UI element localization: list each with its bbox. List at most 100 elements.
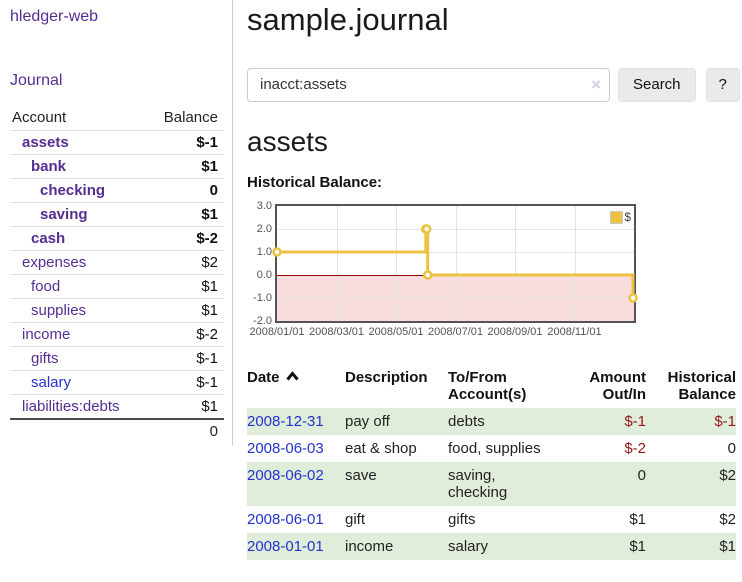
- search-input[interactable]: [247, 67, 610, 102]
- y-axis-tick-label: -1.0: [253, 292, 272, 305]
- x-axis-tick-label: 2008/11/01: [547, 326, 602, 339]
- account-link[interactable]: food: [31, 278, 61, 295]
- app-brand-link[interactable]: hledger-web: [10, 8, 99, 25]
- account-link[interactable]: cash: [31, 230, 66, 247]
- data-point-marker: [628, 293, 638, 304]
- transaction-amount: $1: [629, 511, 646, 529]
- account-link[interactable]: checking: [40, 182, 106, 199]
- transaction-date-link[interactable]: 2008-06-03: [247, 440, 324, 458]
- gridline-vertical: [396, 206, 397, 322]
- transaction-balance: $2: [719, 511, 736, 529]
- gridline-horizontal: [277, 229, 634, 231]
- transaction-date-cell: 2008-12-31: [247, 408, 345, 435]
- account-row: bank $1: [10, 154, 224, 179]
- account-name-cell: assets: [10, 130, 147, 155]
- gridline-vertical: [515, 206, 516, 322]
- register-table: Date Description To/From Account(s) Amou…: [247, 364, 736, 561]
- account-link[interactable]: assets: [22, 134, 69, 151]
- account-balance: $-2: [146, 226, 224, 251]
- clear-search-icon[interactable]: ×: [591, 74, 601, 94]
- accounts-table-body: assets $-1 bank $1 checking 0 saving $1 cash $-2 e…: [10, 130, 224, 420]
- account-row: liabilities:debts $1: [10, 395, 224, 420]
- account-name-cell: cash: [10, 226, 147, 251]
- transaction-date-link[interactable]: 2008-06-01: [247, 511, 324, 529]
- accounts-table: Account Balance assets $-1 bank $1 checking 0…: [10, 106, 224, 443]
- account-link[interactable]: liabilities:debts: [22, 398, 120, 415]
- transaction-description: save: [345, 467, 377, 485]
- account-row: checking 0: [10, 178, 224, 203]
- gridline-vertical: [574, 206, 576, 322]
- transaction-date-cell: 2008-01-01: [247, 533, 345, 560]
- account-link[interactable]: income: [22, 326, 71, 343]
- page-title: sample.journal: [247, 2, 449, 37]
- transaction-accounts: salary: [448, 538, 489, 556]
- account-name-cell: liabilities:debts: [10, 395, 146, 420]
- accounts-col-balance: Balance: [146, 106, 224, 131]
- data-point-marker: [422, 270, 433, 281]
- account-balance: $-2: [146, 322, 224, 347]
- account-row: assets $-1: [10, 130, 224, 155]
- transaction-row: 2008-06-02 save saving, checking 0 $2: [247, 462, 736, 507]
- transaction-row: 2008-06-01 gift gifts $1 $2: [247, 506, 736, 533]
- x-axis-tick-label: 2008/09/01: [487, 326, 543, 339]
- transaction-date-cell: 2008-06-02: [247, 462, 345, 506]
- x-axis-tick-label: 2008/01/01: [249, 326, 305, 339]
- account-balance: $1: [146, 202, 224, 227]
- search-button[interactable]: Search: [618, 67, 696, 102]
- account-row: food $1: [10, 274, 224, 299]
- y-axis-tick-label: 1.0: [256, 246, 272, 259]
- account-link[interactable]: bank: [31, 158, 67, 175]
- register-col-date[interactable]: Date: [247, 364, 345, 408]
- account-link[interactable]: saving: [40, 206, 88, 223]
- account-balance: $1: [146, 274, 224, 299]
- transaction-balance: $-1: [714, 413, 736, 431]
- account-balance: $1: [146, 298, 224, 323]
- account-link[interactable]: gifts: [31, 350, 59, 367]
- account-row: gifts $-1: [10, 346, 224, 371]
- search-bar: × Search ?: [247, 67, 740, 102]
- help-button[interactable]: ?: [705, 67, 740, 102]
- account-balance: $1: [146, 154, 224, 179]
- main-content: sample.journal × Search ? assets Histori…: [233, 0, 740, 561]
- register-col-description: Description: [345, 369, 428, 387]
- series-line: [272, 224, 638, 304]
- sidebar-item-journal[interactable]: Journal: [10, 72, 63, 89]
- transaction-description: gift: [345, 511, 366, 529]
- data-point-marker: [421, 224, 432, 235]
- transaction-date-link[interactable]: 2008-06-02: [247, 467, 324, 485]
- account-link[interactable]: supplies: [31, 302, 87, 319]
- gridline-vertical: [455, 206, 457, 322]
- transaction-accounts: food, supplies: [448, 440, 541, 458]
- transaction-date-link[interactable]: 2008-12-31: [247, 413, 324, 431]
- account-link[interactable]: salary: [31, 374, 72, 391]
- transaction-accounts: saving, checking: [448, 467, 508, 502]
- transaction-date-link[interactable]: 2008-01-01: [247, 538, 324, 556]
- y-axis-tick-label: 0.0: [256, 269, 272, 282]
- account-row: income $-2: [10, 322, 224, 347]
- account-name-cell: expenses: [10, 250, 147, 275]
- transaction-accounts: debts: [448, 413, 485, 431]
- accounts-total-row: 0: [10, 418, 224, 443]
- account-link[interactable]: expenses: [22, 254, 87, 271]
- account-balance: 0: [146, 178, 224, 203]
- transaction-amount: 0: [637, 467, 646, 485]
- transaction-description: eat & shop: [345, 440, 417, 458]
- accounts-col-account: Account: [10, 106, 147, 131]
- transaction-amount: $-2: [624, 440, 646, 458]
- transaction-row: 2008-01-01 income salary $1 $1: [247, 533, 736, 561]
- account-balance: $1: [201, 398, 218, 415]
- account-heading: assets: [247, 125, 328, 157]
- legend-label: $: [624, 210, 631, 225]
- account-row: supplies $1: [10, 298, 224, 323]
- account-balance: $2: [146, 250, 224, 275]
- transaction-amount: $1: [629, 538, 646, 556]
- account-name-cell: saving: [10, 202, 147, 227]
- accounts-total-spacer: [10, 418, 147, 443]
- account-row: expenses $2: [10, 250, 224, 275]
- transaction-amount: $-1: [624, 413, 646, 431]
- transaction-description: pay off: [345, 413, 390, 431]
- account-balance: $-1: [146, 370, 224, 395]
- transaction-date-cell: 2008-06-01: [247, 506, 345, 533]
- transaction-row: 2008-06-03 eat & shop food, supplies $-2 0: [247, 435, 736, 462]
- transaction-accounts: gifts: [448, 511, 476, 529]
